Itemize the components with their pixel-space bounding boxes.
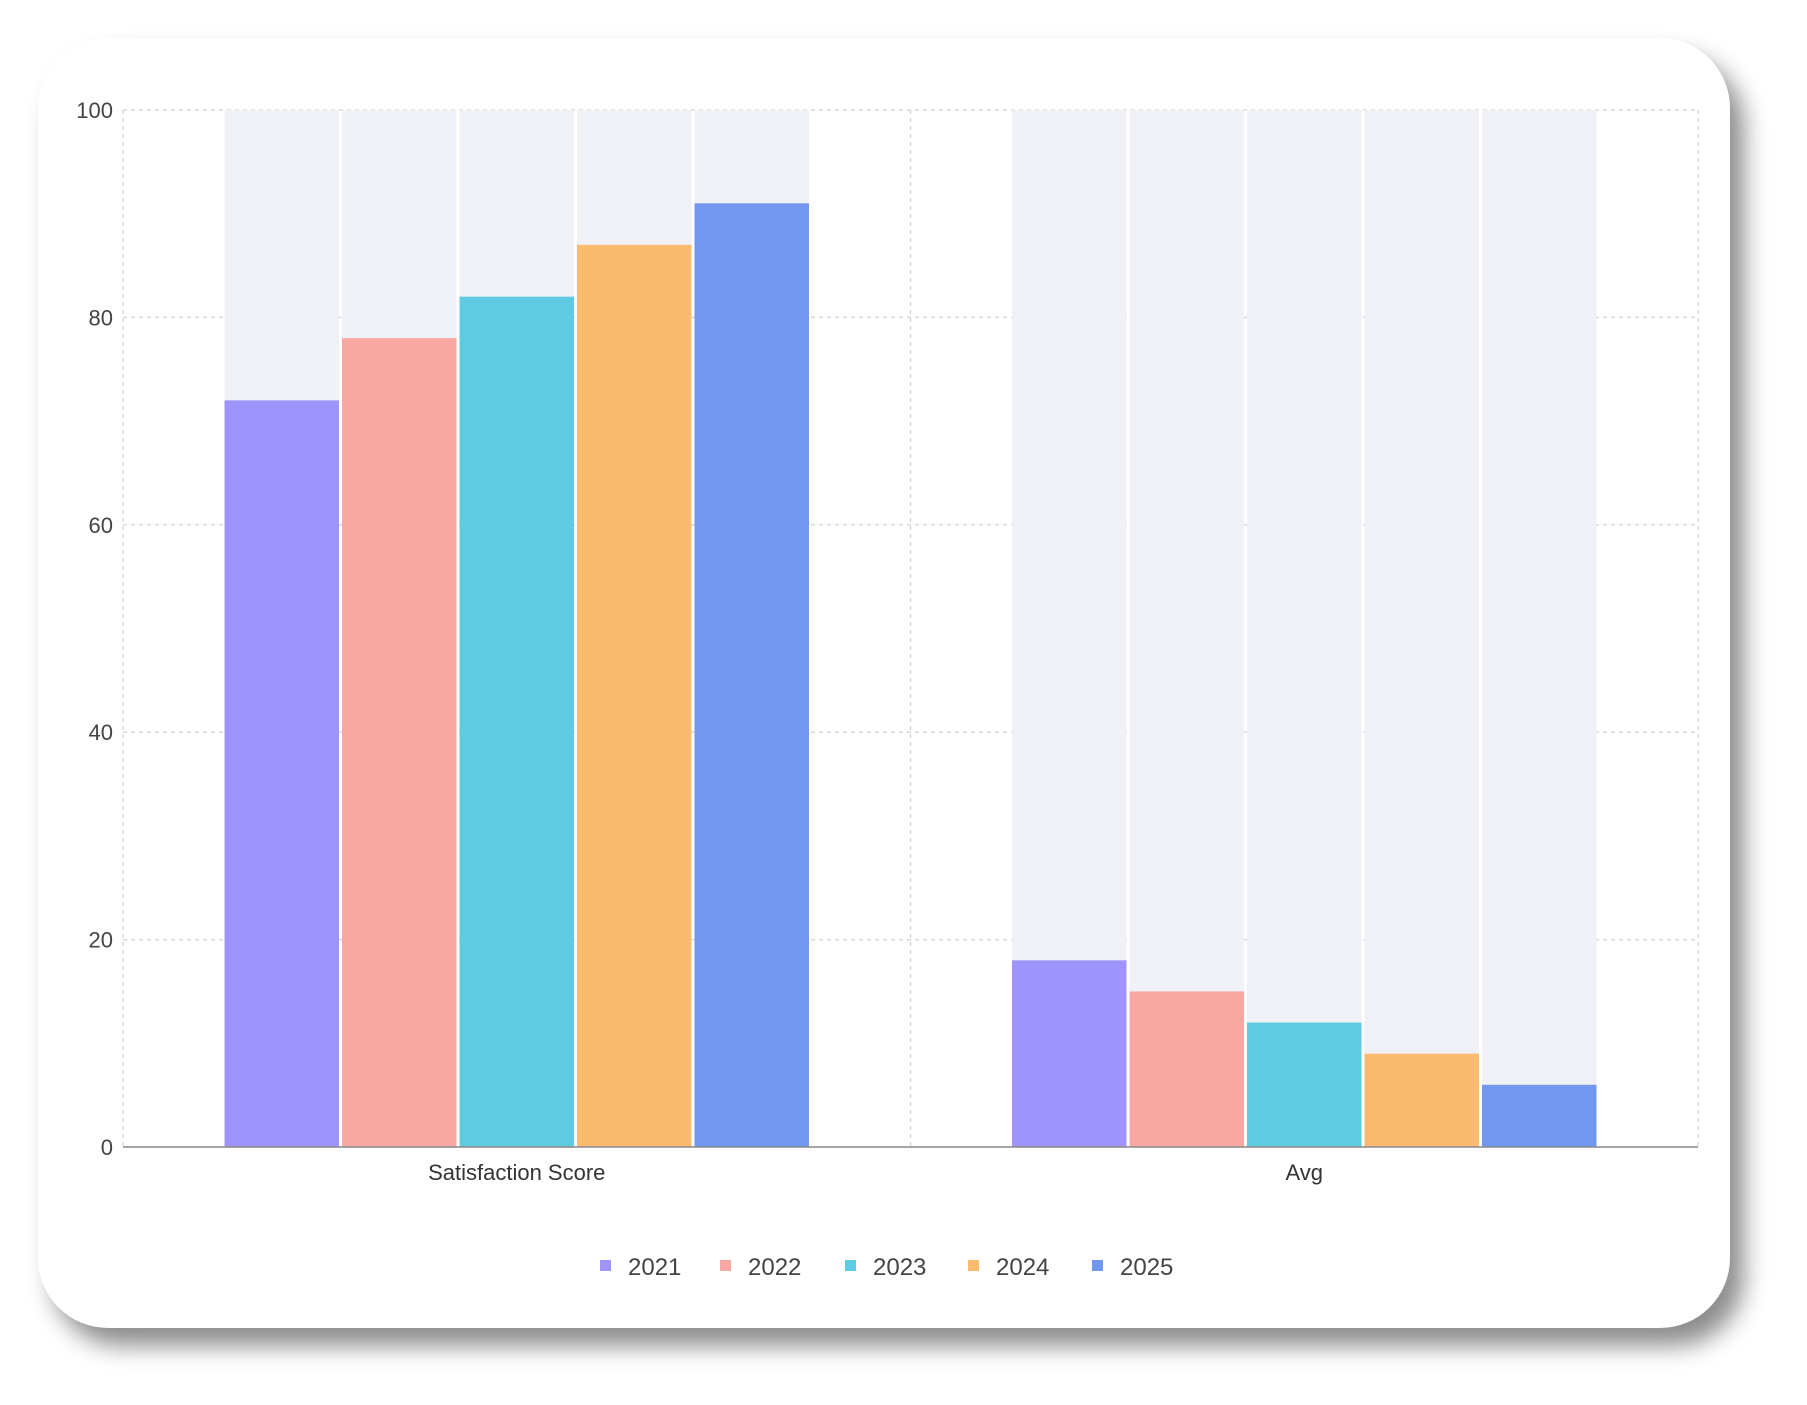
legend-label-2025: 2025 <box>1120 1254 1173 1281</box>
y-tick-label: 20 <box>89 928 113 953</box>
bar-2024-satisfaction-score <box>576 244 692 1147</box>
legend-swatch-2024 <box>968 1260 979 1271</box>
legend-label-2024: 2024 <box>996 1254 1049 1281</box>
legend-label-2023: 2023 <box>873 1254 926 1281</box>
bar-background <box>1481 110 1597 1147</box>
bar-2023-satisfaction-score <box>459 296 574 1147</box>
x-category-label: Avg <box>1285 1160 1323 1185</box>
y-tick-label: 40 <box>89 720 113 745</box>
y-tick-label: 80 <box>89 305 113 330</box>
legend-label-2022: 2022 <box>748 1254 801 1281</box>
bar-2022-avg <box>1129 991 1245 1147</box>
bar-2025-satisfaction-score <box>694 203 809 1147</box>
bar-2021-satisfaction-score <box>224 400 340 1147</box>
y-tick-label: 60 <box>89 513 113 538</box>
y-tick-label: 0 <box>101 1135 113 1160</box>
y-tick-label: 100 <box>76 98 113 123</box>
bar-2023-avg <box>1247 1022 1362 1147</box>
bar-2021-avg <box>1012 960 1127 1147</box>
legend-swatch-2022 <box>720 1260 731 1271</box>
bar-background <box>1247 110 1362 1147</box>
legend-swatch-2023 <box>845 1260 856 1271</box>
legend-label-2021: 2021 <box>628 1254 681 1281</box>
bar-2022-satisfaction-score <box>342 338 457 1147</box>
legend-swatch-2021 <box>600 1260 611 1271</box>
legend-swatch-2025 <box>1092 1260 1103 1271</box>
bar-2024-avg <box>1364 1053 1479 1147</box>
bar-background <box>1129 110 1245 1147</box>
x-category-label: Satisfaction Score <box>428 1160 605 1185</box>
bar-background <box>1364 110 1479 1147</box>
bar-2025-avg <box>1481 1084 1597 1147</box>
